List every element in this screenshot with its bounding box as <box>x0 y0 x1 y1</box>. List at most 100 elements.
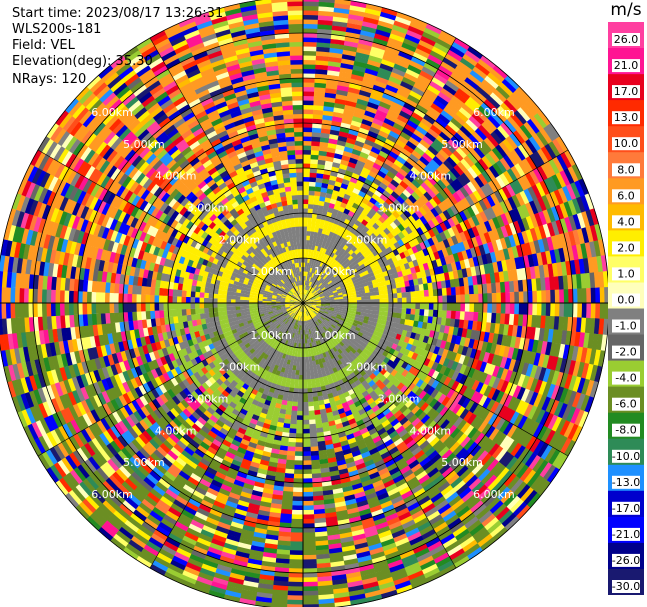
velocity-gate <box>308 244 313 250</box>
velocity-gate <box>393 187 403 197</box>
velocity-gate <box>415 303 421 310</box>
velocity-gate <box>441 310 448 319</box>
velocity-gate <box>392 24 409 35</box>
velocity-gate <box>408 115 421 126</box>
velocity-gate <box>457 61 473 74</box>
velocity-gate <box>305 352 309 358</box>
velocity-gate <box>390 126 403 136</box>
velocity-gate <box>302 545 316 551</box>
velocity-gate <box>308 199 314 205</box>
velocity-gate <box>323 201 330 208</box>
velocity-gate <box>492 216 501 229</box>
velocity-gate <box>370 181 380 190</box>
velocity-gate <box>576 196 586 213</box>
velocity-gate <box>342 278 348 283</box>
velocity-gate <box>305 280 308 286</box>
velocity-gate <box>426 246 434 255</box>
velocity-gate <box>290 541 303 547</box>
velocity-gate <box>309 240 313 246</box>
velocity-gate <box>306 296 311 301</box>
velocity-gate <box>435 214 444 225</box>
velocity-gate <box>397 297 403 304</box>
velocity-gate <box>303 14 319 20</box>
velocity-gate <box>360 275 367 281</box>
velocity-gate <box>434 242 442 252</box>
velocity-gate <box>542 209 552 224</box>
velocity-gate <box>327 142 337 149</box>
velocity-gate <box>328 241 334 247</box>
velocity-gate <box>356 179 365 187</box>
velocity-gate <box>413 162 424 173</box>
velocity-gate <box>455 223 464 234</box>
velocity-gate <box>413 107 426 119</box>
velocity-gate <box>396 11 413 22</box>
velocity-gate <box>485 167 496 181</box>
velocity-gate <box>510 165 522 180</box>
velocity-gate <box>367 268 374 274</box>
velocity-gate <box>311 298 317 301</box>
velocity-gate <box>312 273 316 279</box>
velocity-gate <box>303 37 318 43</box>
velocity-gate <box>303 181 310 187</box>
velocity-gate <box>312 109 324 116</box>
velocity-gate <box>331 194 338 201</box>
velocity-gate <box>310 149 320 156</box>
velocity-gate <box>467 227 476 239</box>
velocity-gate <box>559 170 571 187</box>
velocity-gate <box>359 263 366 270</box>
velocity-gate <box>423 222 432 232</box>
velocity-gate <box>419 241 427 250</box>
velocity-gate <box>310 154 319 160</box>
velocity-gate <box>330 38 345 46</box>
velocity-gate <box>410 166 421 176</box>
velocity-gate <box>541 194 552 210</box>
velocity-gate <box>361 208 370 216</box>
velocity-gate <box>482 197 492 210</box>
velocity-gate <box>308 286 312 291</box>
velocity-gate <box>469 69 485 83</box>
velocity-gate <box>462 208 472 220</box>
velocity-gate <box>366 229 374 237</box>
velocity-gate <box>419 296 425 304</box>
velocity-gate <box>459 231 468 242</box>
velocity-gate <box>366 189 375 198</box>
velocity-gate <box>311 222 316 228</box>
velocity-gate <box>346 95 358 104</box>
velocity-gate <box>319 294 325 298</box>
velocity-gate <box>357 94 370 102</box>
velocity-gate <box>503 170 514 184</box>
velocity-gate <box>411 86 425 97</box>
velocity-gate <box>489 92 504 106</box>
velocity-gate <box>458 241 466 252</box>
velocity-gate <box>416 142 428 153</box>
velocity-gate <box>323 101 335 108</box>
velocity-gate <box>570 182 581 199</box>
velocity-gate <box>427 128 440 139</box>
velocity-gate <box>391 163 402 172</box>
velocity-gate <box>379 298 385 304</box>
velocity-gate <box>361 21 378 30</box>
velocity-gate <box>450 167 461 179</box>
velocity-gate <box>302 541 316 547</box>
velocity-gate <box>390 71 404 82</box>
velocity-gate <box>309 365 314 371</box>
velocity-gate <box>335 176 344 184</box>
velocity-gate <box>427 219 436 229</box>
velocity-gate <box>339 282 345 287</box>
velocity-gate <box>468 134 481 147</box>
velocity-gate <box>318 6 335 13</box>
velocity-gate <box>401 148 412 158</box>
velocity-gate <box>439 189 449 200</box>
velocity-gate <box>392 175 403 185</box>
velocity-gate <box>337 290 343 294</box>
velocity-gate <box>447 138 460 151</box>
velocity-gate <box>486 95 501 110</box>
velocity-gate <box>315 269 320 275</box>
velocity-gate <box>391 67 406 77</box>
velocity-gate <box>393 260 400 268</box>
velocity-gate <box>325 192 333 199</box>
velocity-gate <box>488 149 500 163</box>
velocity-gate <box>451 41 468 55</box>
velocity-gate <box>363 12 381 21</box>
velocity-gate <box>508 209 518 223</box>
